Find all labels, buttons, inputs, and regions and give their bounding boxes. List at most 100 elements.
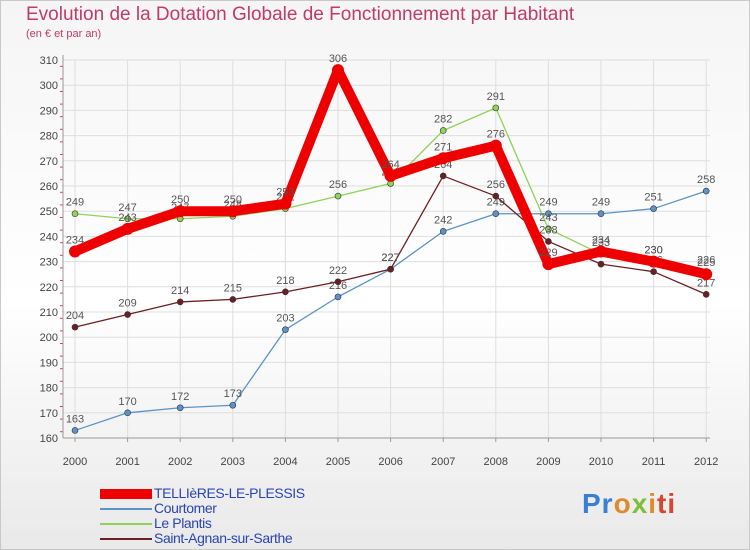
data-point — [332, 64, 344, 77]
data-point — [597, 260, 605, 268]
data-label: 238 — [539, 224, 557, 236]
legend-swatch — [100, 538, 152, 540]
data-point — [702, 291, 710, 298]
data-point — [279, 197, 292, 210]
data-point — [334, 192, 342, 200]
data-label: 234 — [66, 235, 84, 247]
y-tick-label: 230 — [40, 257, 58, 269]
data-label: 227 — [381, 252, 399, 264]
data-label: 203 — [276, 313, 294, 325]
x-tick-label: 2005 — [326, 456, 350, 468]
data-label: 230 — [644, 245, 662, 257]
data-label: 225 — [697, 257, 715, 269]
data-label: 204 — [66, 310, 84, 322]
data-label: 250 — [224, 194, 242, 206]
legend-swatch — [100, 489, 152, 499]
data-label: 276 — [487, 129, 505, 141]
x-tick-label: 2003 — [221, 456, 245, 468]
data-point — [384, 169, 397, 182]
data-point — [489, 139, 502, 152]
data-label: 233 — [592, 237, 610, 249]
data-point — [121, 222, 134, 235]
data-point — [545, 238, 552, 245]
x-tick-label: 2007 — [431, 456, 455, 468]
data-point — [650, 268, 657, 275]
data-point — [69, 245, 81, 258]
x-tick-label: 2012 — [694, 456, 718, 468]
data-point — [650, 205, 657, 212]
data-label: 217 — [697, 277, 715, 289]
data-label: 256 — [487, 179, 505, 191]
y-tick-label: 290 — [40, 105, 58, 117]
data-point — [545, 210, 552, 218]
data-label: 258 — [697, 174, 715, 186]
data-point — [492, 104, 500, 112]
data-point — [702, 187, 710, 195]
legend-label: TELLIèRES-LE-PLESSIS — [154, 485, 305, 501]
chart-subtitle: (en € et par an) — [26, 28, 102, 40]
data-point — [282, 288, 289, 296]
data-label: 242 — [434, 214, 452, 226]
data-point — [176, 298, 184, 306]
data-point — [492, 210, 500, 218]
data-point — [229, 401, 237, 409]
y-tick-label: 270 — [40, 156, 58, 168]
data-point — [334, 278, 342, 286]
data-label: 291 — [487, 91, 505, 103]
y-tick-label: 180 — [40, 383, 58, 395]
data-point — [437, 152, 450, 165]
data-point — [387, 265, 394, 273]
y-tick-label: 250 — [40, 206, 58, 218]
data-label: 264 — [381, 159, 399, 171]
data-label: 229 — [539, 247, 557, 259]
data-label: 249 — [592, 197, 610, 209]
y-tick-label: 300 — [40, 80, 58, 92]
data-point — [439, 127, 447, 134]
data-label: 249 — [66, 197, 84, 209]
data-point — [176, 404, 184, 412]
data-point — [71, 210, 79, 218]
data-point — [595, 245, 607, 258]
data-point — [542, 258, 555, 271]
data-point — [229, 296, 237, 303]
legend-label: Saint-Agnan-sur-Sarthe — [154, 530, 293, 546]
data-point — [597, 210, 605, 218]
data-point — [124, 311, 131, 318]
y-tick-label: 210 — [40, 307, 58, 319]
data-point — [174, 205, 187, 218]
data-label: 172 — [171, 391, 189, 403]
data-label: 253 — [276, 187, 294, 199]
x-tick-label: 2006 — [378, 456, 402, 468]
data-point — [226, 205, 239, 218]
y-tick-label: 190 — [40, 357, 58, 369]
data-point — [492, 192, 500, 200]
data-label: 250 — [171, 194, 189, 206]
data-label: 251 — [644, 192, 662, 204]
y-tick-label: 240 — [40, 231, 58, 243]
data-point — [124, 215, 131, 223]
y-tick-label: 310 — [40, 55, 58, 67]
data-label: 271 — [434, 141, 452, 153]
data-point — [647, 255, 660, 268]
y-tick-label: 160 — [40, 433, 58, 445]
data-point — [334, 293, 342, 301]
x-tick-label: 2002 — [168, 456, 192, 468]
data-point — [439, 172, 447, 180]
x-tick-label: 2001 — [115, 456, 139, 468]
data-label: 215 — [224, 282, 242, 294]
data-label: 214 — [171, 285, 189, 297]
data-label: 306 — [329, 53, 347, 65]
data-point — [71, 427, 79, 434]
legend-label: Courtomer — [154, 500, 217, 516]
y-tick-label: 280 — [40, 131, 58, 143]
data-label: 218 — [276, 275, 294, 287]
chart-title: Evolution de la Dotation Globale de Fonc… — [26, 4, 575, 25]
y-tick-label: 200 — [40, 332, 58, 344]
data-label: 209 — [118, 298, 136, 310]
y-tick-label: 220 — [40, 282, 58, 294]
data-label: 173 — [224, 388, 242, 400]
data-point — [700, 268, 713, 281]
x-tick-label: 2011 — [642, 456, 666, 468]
legend-swatch — [100, 523, 152, 525]
